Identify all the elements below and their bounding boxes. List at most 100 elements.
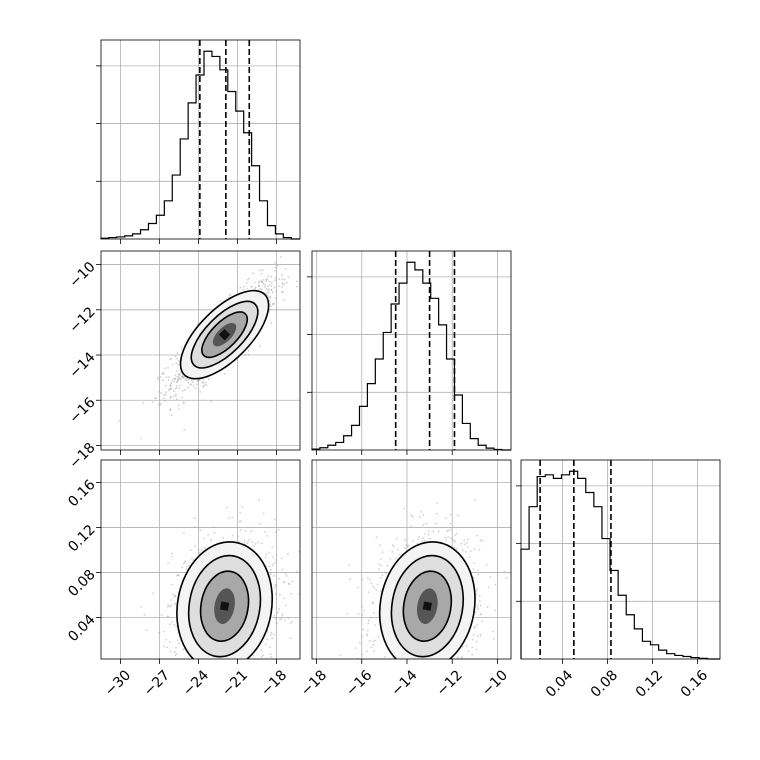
scatter-point	[188, 666, 190, 668]
x-tick-label-p1: −30	[102, 667, 134, 699]
scatter-point	[474, 611, 477, 613]
y-tick-label-p3: 0.04	[65, 612, 98, 645]
scatter-point	[208, 669, 210, 671]
scatter-point	[279, 593, 281, 596]
scatter-point	[191, 379, 193, 382]
scatter-point	[270, 281, 273, 284]
scatter-point	[170, 357, 173, 360]
scatter-point	[207, 534, 210, 536]
scatter-point	[160, 392, 163, 395]
scatter-point	[363, 697, 365, 699]
scatter-point	[170, 555, 173, 558]
scatter-point	[274, 266, 277, 269]
scatter-point	[489, 576, 491, 578]
scatter-point	[282, 291, 284, 294]
scatter-point	[424, 665, 426, 667]
scatter-point	[178, 373, 180, 375]
scatter-point	[173, 390, 175, 393]
scatter-point	[287, 617, 290, 620]
scatter-point	[167, 604, 170, 607]
scatter-point	[264, 664, 266, 666]
scatter-point	[303, 584, 305, 586]
scatter-point	[427, 689, 429, 691]
scatter-point	[187, 661, 189, 663]
scatter-point	[447, 536, 450, 538]
scatter-point	[174, 654, 177, 657]
scatter-point	[169, 623, 172, 626]
scatter-point	[397, 666, 399, 668]
scatter-point	[214, 661, 216, 663]
scatter-point	[207, 695, 209, 697]
scatter-point	[233, 666, 235, 668]
scatter-point	[270, 568, 272, 571]
scatter-point	[366, 650, 368, 653]
scatter-point	[385, 572, 387, 574]
scatter-point	[410, 514, 412, 517]
scatter-point	[254, 281, 256, 284]
scatter-point	[421, 665, 423, 667]
scatter-point	[164, 393, 167, 396]
scatter-point	[372, 611, 375, 614]
panel-frame	[311, 250, 512, 451]
scatter-point	[295, 280, 298, 283]
scatter-point	[254, 286, 257, 289]
scatter-point	[454, 534, 456, 536]
scatter-point	[422, 524, 424, 527]
scatter-point	[366, 633, 369, 636]
scatter-point	[205, 384, 208, 387]
scatter-point	[174, 377, 176, 380]
scatter-point	[193, 702, 195, 704]
scatter-point	[250, 285, 253, 288]
scatter-point	[392, 666, 394, 668]
scatter-point	[475, 648, 478, 651]
y-tick-label-p2: −10	[66, 259, 98, 291]
scatter-point	[266, 285, 269, 288]
scatter-point	[270, 322, 273, 324]
density-peak	[219, 601, 230, 611]
scatter-point	[473, 548, 476, 551]
scatter-point	[426, 661, 428, 663]
scatter-point	[420, 667, 422, 669]
scatter-point	[175, 370, 178, 372]
grid-lines	[312, 251, 511, 450]
scatter-point	[361, 653, 364, 656]
scatter-point	[275, 592, 277, 595]
x-tick-label-p2: −14	[388, 667, 420, 699]
scatter-point	[175, 385, 178, 387]
scatter-point	[281, 286, 284, 288]
scatter-point	[479, 539, 482, 541]
scatter-point	[169, 408, 172, 411]
scatter-point	[265, 280, 268, 282]
scatter-point	[268, 284, 271, 286]
scatter-point	[284, 604, 287, 607]
scatter-point	[269, 295, 271, 298]
scatter-point	[142, 402, 145, 404]
scatter-point	[227, 662, 229, 664]
scatter-point	[140, 605, 143, 608]
scatter-point	[428, 684, 430, 686]
histogram-panel-p3	[516, 459, 721, 660]
scatter-point	[164, 384, 167, 387]
scatter-point	[169, 396, 172, 399]
scatter-point	[278, 278, 280, 281]
scatter-point	[475, 589, 478, 592]
scatter-point	[174, 355, 177, 358]
scatter-point	[177, 363, 179, 366]
scatter-point	[290, 592, 292, 595]
scatter-point	[170, 382, 172, 385]
scatter-point	[472, 638, 474, 641]
scatter-point	[188, 672, 190, 674]
scatter-point	[419, 666, 421, 668]
scatter-point	[259, 288, 262, 290]
scatter-point	[284, 268, 287, 270]
scatter-point	[431, 660, 433, 662]
scatter-point	[446, 662, 448, 664]
scatter-point	[166, 605, 169, 608]
scatter-point	[384, 656, 386, 658]
scatter-point	[178, 384, 181, 387]
scatter-point	[247, 349, 250, 352]
scatter-point	[197, 548, 200, 551]
scatter-point	[480, 635, 482, 637]
scatter-point	[416, 662, 418, 664]
scatter-point	[481, 539, 484, 542]
